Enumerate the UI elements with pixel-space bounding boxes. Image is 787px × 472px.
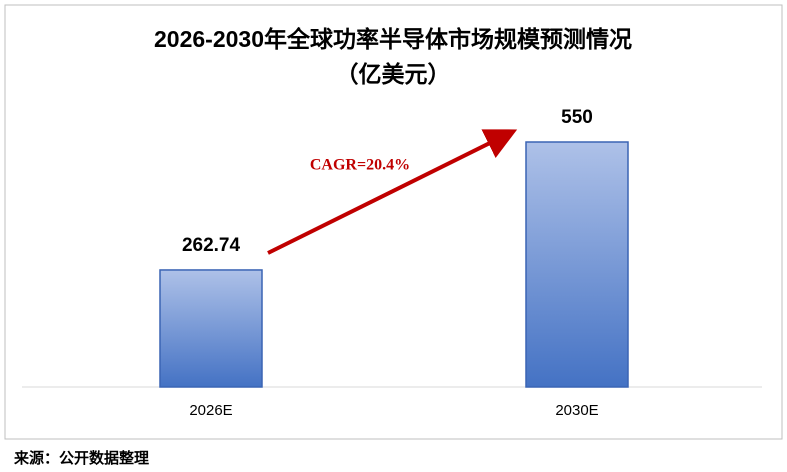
bar: [525, 141, 629, 388]
x-tick-label: 2026E: [189, 402, 232, 419]
bar: [159, 269, 263, 388]
growth-arrow: [267, 129, 518, 255]
x-tick-label: 2030E: [555, 402, 598, 419]
cagr-annotation: CAGR=20.4%: [310, 157, 410, 174]
source-note: 来源：公开数据整理: [13, 449, 149, 467]
chart-title: 2026-2030年全球功率半导体市场规模预测情况: [154, 26, 632, 52]
data-label: 550: [561, 107, 593, 128]
data-label: 262.74: [182, 235, 241, 256]
chart-subtitle: （亿美元）: [336, 61, 451, 87]
chart-border: [4, 4, 783, 440]
